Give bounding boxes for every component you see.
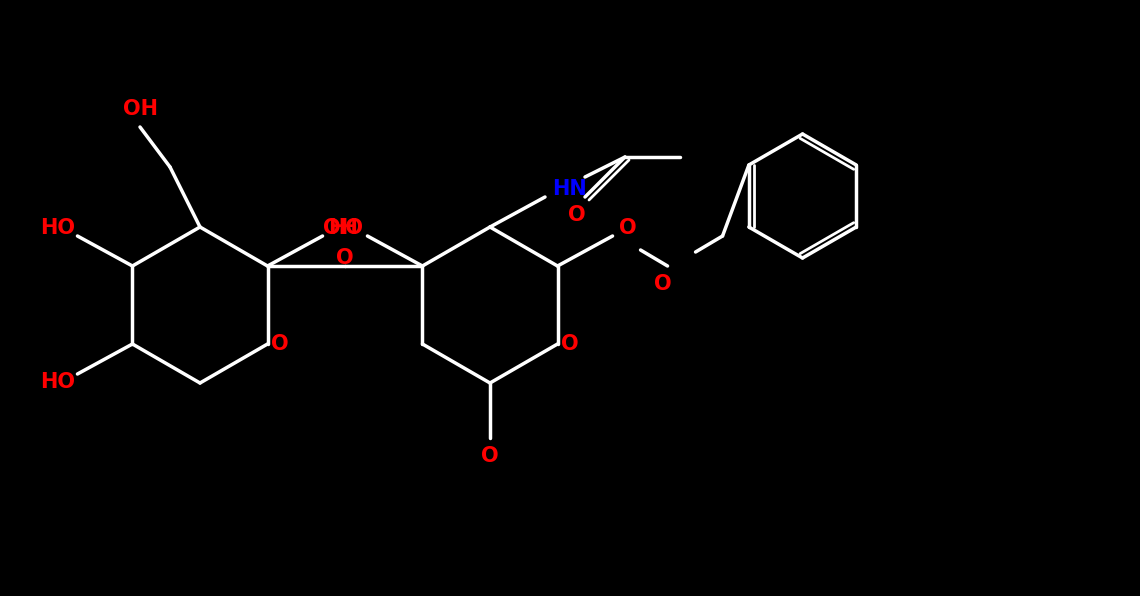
Text: O: O	[653, 274, 671, 294]
Text: HO: HO	[40, 218, 75, 238]
Text: HO: HO	[328, 218, 363, 238]
Text: O: O	[619, 218, 636, 238]
Text: O: O	[481, 446, 499, 466]
Text: O: O	[270, 334, 288, 354]
Text: O: O	[568, 205, 586, 225]
Text: O: O	[336, 248, 353, 268]
Text: HO: HO	[40, 372, 75, 392]
Text: OH: OH	[122, 99, 157, 119]
Text: OH: OH	[323, 218, 358, 238]
Text: HN: HN	[553, 179, 587, 199]
Text: O: O	[561, 334, 578, 354]
